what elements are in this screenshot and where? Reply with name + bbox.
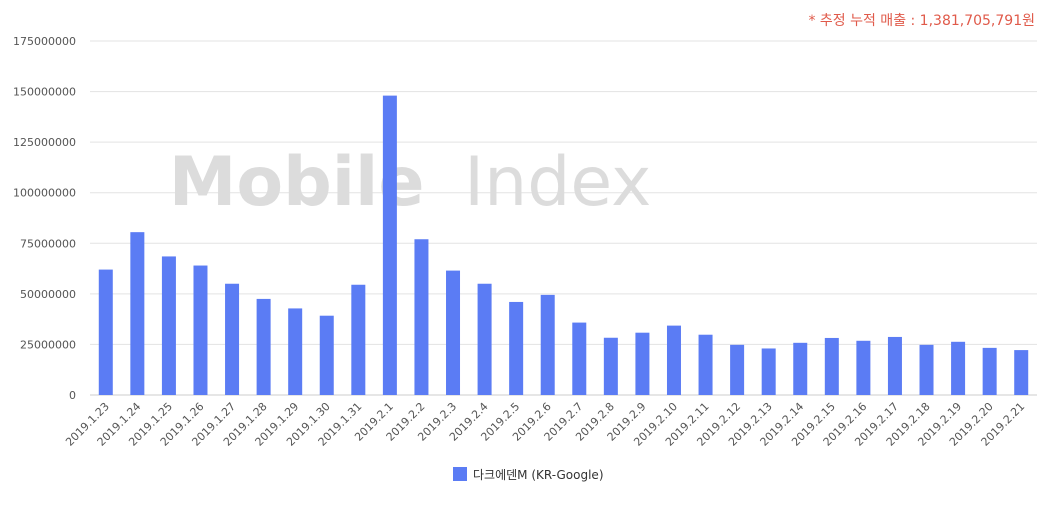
bar[interactable] (1014, 350, 1029, 395)
bar[interactable] (256, 298, 271, 395)
bar[interactable] (130, 232, 145, 395)
bar[interactable] (319, 315, 334, 395)
legend-swatch (453, 467, 467, 481)
bar[interactable] (98, 269, 113, 395)
bar[interactable] (824, 337, 839, 395)
y-tick-label: 175000000 (13, 35, 76, 48)
watermark-bold: Mobile (169, 143, 425, 222)
y-tick-label: 25000000 (20, 338, 76, 351)
bar[interactable] (351, 284, 366, 395)
bar[interactable] (919, 344, 934, 395)
bar[interactable] (161, 256, 176, 395)
watermark-light: Index (464, 143, 651, 222)
bar[interactable] (982, 347, 997, 395)
bar[interactable] (288, 308, 303, 395)
bar[interactable] (761, 348, 776, 395)
bar[interactable] (635, 332, 650, 395)
cumulative-revenue-note: * 추정 누적 매출 : 1,381,705,791원 (808, 13, 1035, 29)
y-axis-ticks: 0 25000000 50000000 75000000 100000000 125000… (13, 35, 76, 402)
bar[interactable] (603, 337, 618, 395)
bar[interactable] (193, 265, 208, 395)
bar[interactable] (382, 95, 397, 396)
bar[interactable] (414, 239, 429, 395)
y-tick-label: 150000000 (13, 86, 76, 99)
y-tick-label: 100000000 (13, 187, 76, 200)
bar[interactable] (951, 341, 966, 395)
bar[interactable] (446, 270, 461, 395)
y-tick-label: 125000000 (13, 136, 76, 149)
bar[interactable] (698, 334, 713, 395)
y-tick-label: 50000000 (20, 288, 76, 301)
bar[interactable] (887, 336, 902, 395)
bar[interactable] (572, 322, 587, 395)
bars (98, 95, 1029, 396)
bar[interactable] (477, 283, 492, 395)
x-axis-ticks: 2019.1.232019.1.242019.1.252019.1.262019… (63, 400, 1027, 449)
bar[interactable] (509, 301, 524, 395)
grid-lines (90, 40, 1037, 396)
bar[interactable] (793, 342, 808, 395)
bar[interactable] (856, 340, 871, 395)
bar[interactable] (540, 294, 555, 395)
y-tick-label: 75000000 (20, 237, 76, 250)
watermark-text: Mobile Index (169, 143, 652, 222)
legend-label: 다크에덴M (KR-Google) (473, 468, 604, 482)
bar[interactable] (225, 283, 240, 395)
legend[interactable]: 다크에덴M (KR-Google) (453, 467, 604, 482)
bar[interactable] (730, 344, 745, 395)
bar[interactable] (666, 325, 681, 395)
y-tick-label: 0 (69, 389, 76, 402)
